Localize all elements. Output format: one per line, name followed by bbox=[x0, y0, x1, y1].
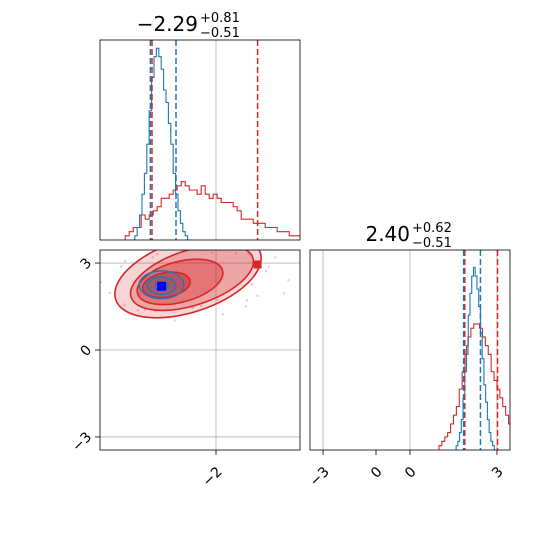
scatter-point bbox=[264, 270, 268, 273]
scatter-point bbox=[143, 308, 147, 312]
marker-red bbox=[372, 429, 380, 437]
scatter-point bbox=[245, 299, 249, 302]
x-tick-label: −2 bbox=[200, 464, 226, 490]
scatter-point bbox=[267, 265, 271, 268]
scatter-point bbox=[123, 259, 127, 263]
marker-blue bbox=[157, 281, 167, 291]
scatter-point bbox=[108, 291, 111, 294]
scatter-point bbox=[136, 309, 140, 312]
scatter-point bbox=[256, 294, 259, 298]
scatter-point bbox=[97, 297, 99, 299]
scatter-point bbox=[234, 252, 238, 255]
scatter-point bbox=[287, 278, 290, 282]
x-tick-label: 0 bbox=[368, 464, 386, 482]
title-param-1: −2.29 +0.81 −0.51 bbox=[137, 11, 240, 41]
scatter-point bbox=[274, 256, 277, 259]
panel-hist-param-1 bbox=[99, 39, 301, 241]
scatter-point bbox=[247, 252, 250, 256]
y-tick-label: 0 bbox=[78, 342, 96, 360]
scatter-point bbox=[221, 312, 225, 316]
title-2-minus: −0.51 bbox=[412, 236, 452, 251]
title-1-minus: −0.51 bbox=[200, 26, 240, 41]
title-1-value: −2.29 bbox=[137, 12, 198, 36]
hist-blue-param-1 bbox=[134, 47, 190, 240]
y-tick-label: 3 bbox=[78, 255, 96, 273]
scatter-point bbox=[92, 271, 94, 273]
scatter-point bbox=[119, 265, 123, 268]
x-tick-label: −3 bbox=[307, 464, 333, 490]
scatter-point bbox=[123, 304, 126, 307]
scatter-point bbox=[168, 246, 170, 248]
title-1-plus: +0.81 bbox=[200, 11, 240, 26]
title-2-plus: +0.62 bbox=[412, 221, 452, 236]
scatter-point bbox=[138, 292, 141, 296]
marker-red bbox=[253, 260, 262, 269]
scatter-point bbox=[210, 251, 214, 254]
scatter-point bbox=[151, 256, 154, 259]
scatter-point bbox=[155, 252, 159, 256]
scatter-point bbox=[231, 243, 233, 245]
title-2-value: 2.40 bbox=[365, 222, 410, 246]
scatter-point bbox=[199, 304, 203, 308]
panel-frame bbox=[99, 39, 301, 241]
scatter-point bbox=[158, 246, 160, 248]
panel-2d-density: −2 0 −3 0 3 bbox=[69, 243, 386, 490]
scatter-point bbox=[100, 280, 102, 284]
scatter-point bbox=[244, 305, 247, 308]
panel-hist-param-2: −3 0 3 bbox=[307, 249, 511, 490]
x-tick-label: 0 bbox=[402, 464, 420, 482]
hist-red-param-2 bbox=[438, 323, 510, 450]
scatter-point bbox=[216, 298, 219, 301]
scatter-point bbox=[173, 319, 177, 322]
title-param-2: 2.40 +0.62 −0.51 bbox=[365, 221, 451, 251]
y-tick-label: −3 bbox=[69, 429, 95, 455]
scatter-point bbox=[191, 306, 194, 310]
scatter-point bbox=[250, 283, 253, 286]
scatter-point bbox=[80, 268, 82, 270]
scatter-point bbox=[282, 292, 286, 295]
x-tick-label: 3 bbox=[489, 464, 507, 482]
hist-blue-param-2 bbox=[455, 266, 497, 450]
scatter-point bbox=[94, 289, 96, 291]
